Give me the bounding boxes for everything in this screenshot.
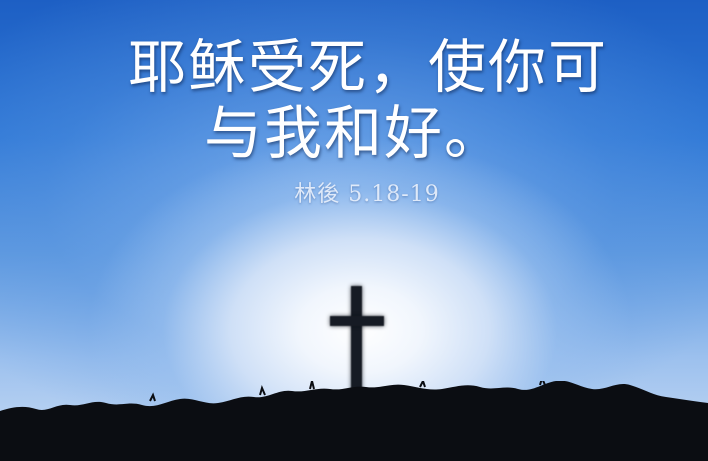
verse-line-1: 耶稣受死，使你可: [127, 33, 608, 101]
scripture-reference: 林後 5.18-19: [294, 182, 440, 207]
hill-silhouette: [0, 381, 708, 461]
verse-line-2: 与我和好。: [203, 99, 504, 167]
cross-crossbar: [330, 316, 384, 326]
cross-silhouette: [330, 286, 384, 406]
cross-upright-beam: [351, 286, 362, 406]
verse-text: 耶稣受死，使你可 与我和好。: [0, 34, 708, 166]
